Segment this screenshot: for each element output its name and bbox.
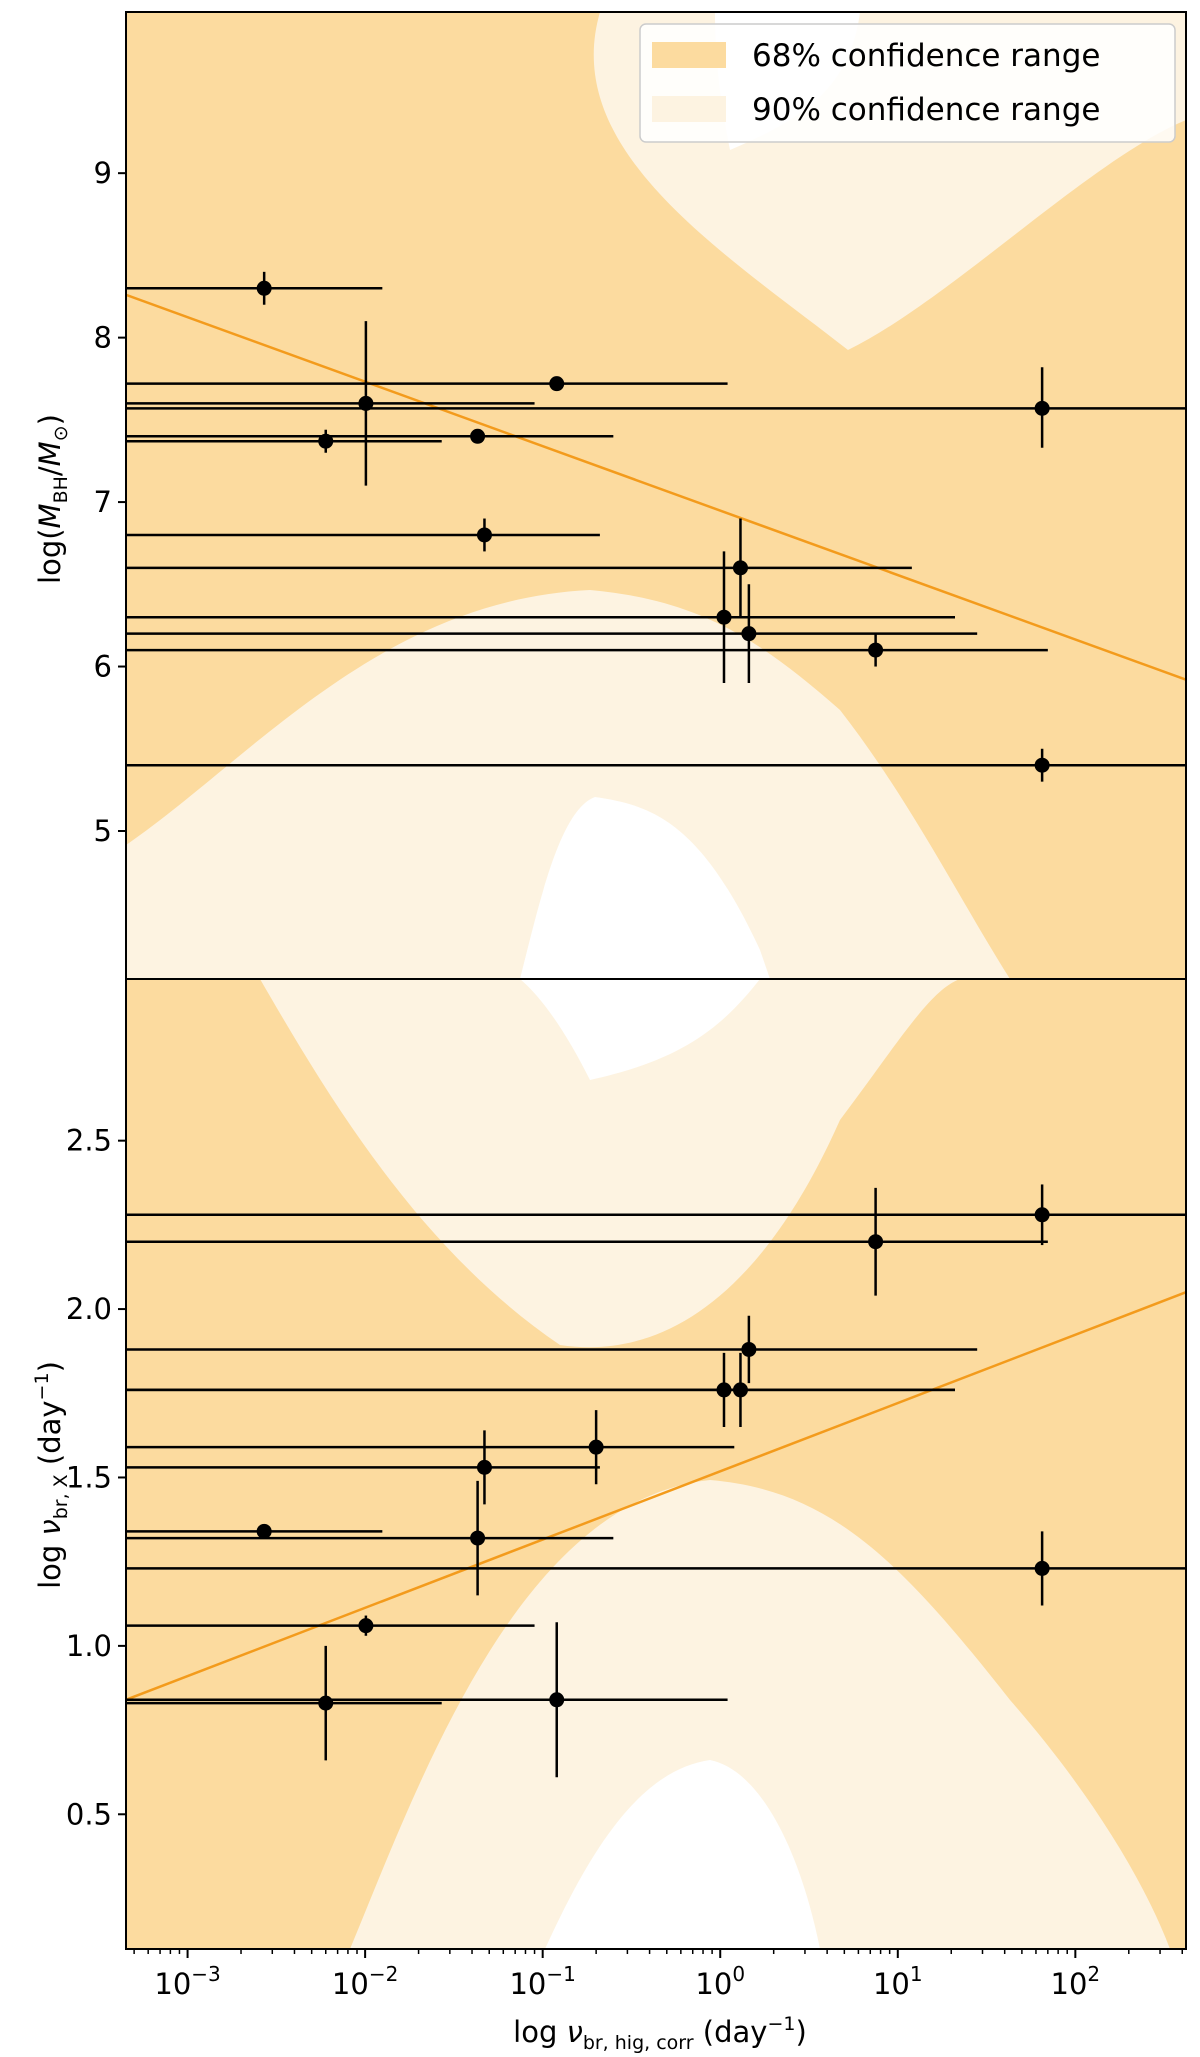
top-ytick-label-0: 5 <box>94 814 112 848</box>
bottom-point-2 <box>126 1315 978 1384</box>
legend-label-90: 90% confidence range <box>752 92 1100 128</box>
legend-swatch-90 <box>652 96 726 122</box>
bottom-marker-7 <box>256 1523 272 1539</box>
top-point-3 <box>126 428 614 444</box>
bottom-point-8 <box>126 1480 614 1596</box>
bottom-frame <box>125 978 1187 1950</box>
bottom-band-white-lower <box>545 1760 820 1949</box>
bottom-fit-line <box>125 1291 1187 1701</box>
bottom-marker-10 <box>358 1618 374 1634</box>
bottom-point-1 <box>126 1187 1048 1296</box>
legend-swatch-68 <box>652 42 726 68</box>
bottom-marker-0 <box>1034 1207 1050 1223</box>
top-point-0 <box>126 271 383 305</box>
bottom-point-6 <box>126 1430 600 1505</box>
x-tick-label-3: 100 <box>695 1962 745 2001</box>
top-point-9 <box>126 633 1048 667</box>
top-band-white-lower <box>520 797 770 979</box>
top-band-90-lower <box>126 590 1010 979</box>
bottom-point-0 <box>126 1184 1186 1246</box>
top-data-points <box>126 271 1186 782</box>
bottom-ytick-label-0: 0.5 <box>66 1797 112 1831</box>
top-point-6 <box>126 518 912 618</box>
top-marker-9 <box>868 642 884 658</box>
top-fit-line <box>125 293 1187 681</box>
top-confidence-bands <box>126 12 1186 979</box>
top-ytick-label-2: 7 <box>94 485 112 519</box>
top-marker-4 <box>549 376 565 392</box>
top-ytick-label-3: 8 <box>94 321 112 355</box>
top-panel: 5 6 7 8 9 log(MBH/M⊙) 68% confidence range 9… <box>33 11 1187 988</box>
bottom-point-9 <box>126 1531 1186 1606</box>
bottom-band-white-upper <box>520 979 760 1080</box>
top-point-7 <box>126 551 955 683</box>
bottom-point-5 <box>126 1410 735 1485</box>
bottom-band-90-lower <box>350 1480 1170 1949</box>
bottom-fit-line-layer <box>125 1291 1187 1701</box>
top-fit-line-layer <box>125 293 1187 681</box>
bottom-marker-8 <box>470 1530 486 1546</box>
bottom-point-10 <box>126 1615 535 1636</box>
x-tick-label-0: 10−3 <box>154 1962 220 2001</box>
top-point-5 <box>126 518 600 552</box>
bottom-marker-2 <box>741 1341 757 1357</box>
x-tick-label-5: 102 <box>1051 1962 1101 2001</box>
bottom-marker-1 <box>868 1234 884 1250</box>
bottom-ytick-label-3: 2.0 <box>66 1292 112 1326</box>
legend-label-68: 68% confidence range <box>752 38 1100 74</box>
bottom-axes: 0.5 1.0 1.5 2.0 2.5 10−3 10−2 10−1 100 101 102 <box>66 978 1187 2001</box>
bottom-point-7 <box>126 1523 383 1539</box>
bottom-marker-12 <box>549 1692 565 1708</box>
top-marker-8 <box>741 626 757 642</box>
bottom-ytick-label-1: 1.0 <box>66 1629 112 1663</box>
bottom-ytick-label-4: 2.5 <box>66 1124 112 1158</box>
x-tick-label-2: 10−1 <box>509 1962 575 2001</box>
top-marker-7 <box>716 609 732 625</box>
bottom-marker-11 <box>318 1695 334 1711</box>
bottom-band-90-upper <box>126 979 960 1348</box>
x-tick-label-4: 101 <box>873 1962 923 2001</box>
bottom-point-4 <box>126 1352 955 1427</box>
top-marker-0 <box>256 280 272 296</box>
top-point-11 <box>126 748 1186 782</box>
top-marker-6 <box>732 560 748 576</box>
legend: 68% confidence range 90% confidence rang… <box>639 23 1176 143</box>
bottom-data-points <box>126 1184 1186 1778</box>
top-marker-11 <box>1034 757 1050 773</box>
bottom-y-axis-label: log νbr, X (day−1) <box>31 1361 72 1589</box>
bottom-marker-5 <box>588 1439 604 1455</box>
top-point-8 <box>126 584 978 683</box>
top-ytick-label-1: 6 <box>94 650 112 684</box>
top-ytick-label-4: 9 <box>94 156 112 190</box>
top-marker-5 <box>476 527 492 543</box>
top-marker-10 <box>1034 400 1050 416</box>
bottom-point-12 <box>126 1622 728 1778</box>
x-axis-label: log νbr, hig, corr (day−1) <box>513 2013 807 2054</box>
top-point-4 <box>126 376 728 392</box>
bottom-marker-4 <box>732 1382 748 1398</box>
bottom-marker-6 <box>476 1459 492 1475</box>
bottom-confidence-bands <box>126 979 1186 1949</box>
legend-frame <box>639 23 1176 143</box>
top-marker-3 <box>470 428 486 444</box>
bottom-marker-9 <box>1034 1560 1050 1576</box>
x-tick-label-1: 10−2 <box>332 1962 398 2001</box>
top-point-10 <box>126 367 1186 448</box>
bottom-panel: 0.5 1.0 1.5 2.0 2.5 10−3 10−2 10−1 100 101 102 log… <box>31 978 1187 2054</box>
bottom-ytick-label-2: 1.5 <box>66 1460 112 1494</box>
top-y-axis-label: log(MBH/M⊙) <box>33 414 72 584</box>
